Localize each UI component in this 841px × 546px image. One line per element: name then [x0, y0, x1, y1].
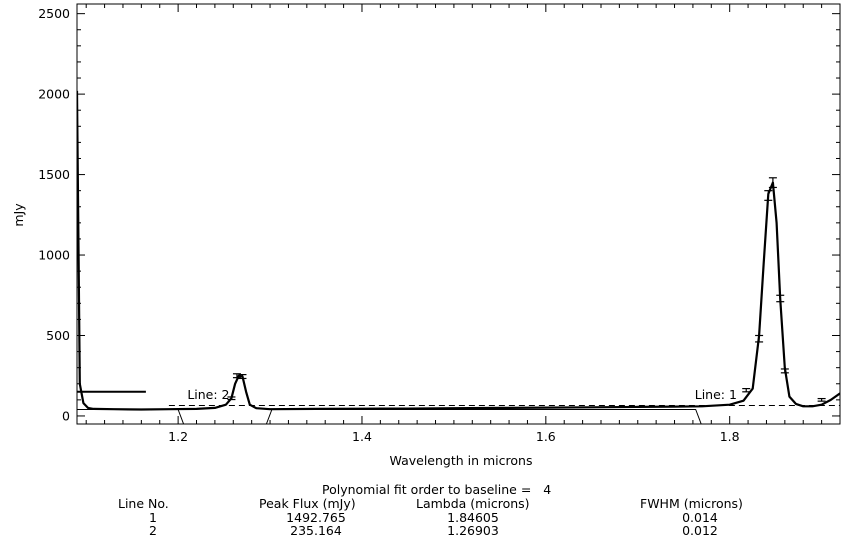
fit-results-table: Polynomial fit order to baseline = 4 Lin…	[0, 480, 841, 546]
axis-ticks	[77, 4, 841, 424]
col-header-lambda: Lambda (microns)	[416, 496, 530, 511]
x-axis-label: Wavelength in microns	[390, 453, 533, 468]
spectrum-line	[77, 90, 840, 411]
y-tick-label: 2000	[38, 87, 70, 102]
table-cell-row2-lambda: 1.26903	[447, 523, 499, 538]
plot-frame	[76, 3, 841, 425]
y-tick-label: 1500	[38, 167, 70, 182]
y-tick-label: 0	[62, 408, 70, 423]
table-cell-row1-peak-flux: 1492.765	[286, 510, 346, 525]
series-layer	[77, 90, 840, 424]
y-tick-label: 1000	[38, 248, 70, 263]
x-tick-label: 1.8	[720, 429, 740, 444]
table-cell-row1-fwhm: 0.014	[682, 510, 718, 525]
line-mask-line	[77, 409, 840, 424]
table-cell-row1-lambda: 1.84605	[447, 510, 499, 525]
plot-border	[76, 3, 841, 425]
table-cell-row1-line-no: 1	[149, 510, 157, 525]
x-tick-label: 1.6	[536, 429, 556, 444]
line-1-annotation: Line: 1	[695, 387, 737, 402]
col-header-peak-flux: Peak Flux (mJy)	[259, 496, 356, 511]
tick-labels: 1.2 1.4 1.6 1.8 0 500 1000 1500 2000 2500	[38, 6, 739, 444]
y-tick-label: 2500	[38, 6, 70, 21]
col-header-fwhm: FWHM (microns)	[640, 496, 743, 511]
table-cell-row2-peak-flux: 235.164	[290, 523, 342, 538]
error-bars	[227, 177, 826, 402]
x-tick-label: 1.4	[352, 429, 372, 444]
table-cell-row2-fwhm: 0.012	[682, 523, 718, 538]
col-header-line-no: Line No.	[118, 496, 169, 511]
fit-table-title: Polynomial fit order to baseline = 4	[322, 482, 552, 497]
y-axis-label: mJy	[11, 203, 26, 227]
spectrum-plot: 1.2 1.4 1.6 1.8 0 500 1000 1500 2000 2500 Wavelen…	[11, 3, 841, 468]
table-cell-row2-line-no: 2	[149, 523, 157, 538]
x-tick-label: 1.2	[168, 429, 188, 444]
line-2-annotation: Line: 2	[187, 387, 229, 402]
y-tick-label: 500	[46, 328, 70, 343]
